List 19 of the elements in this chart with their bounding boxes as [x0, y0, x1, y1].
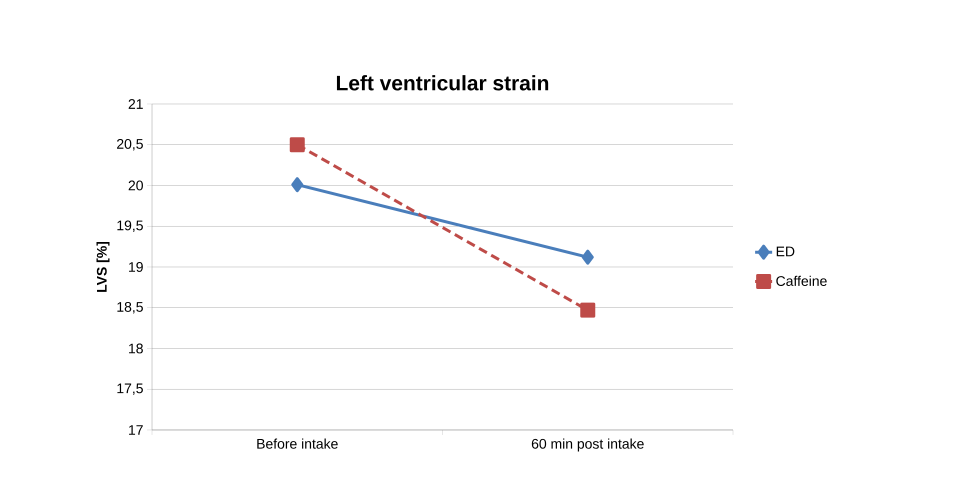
point — [580, 302, 596, 318]
x-tick-label: Before intake — [257, 438, 338, 449]
y-axis-title: LVS [%] — [96, 242, 110, 292]
y-tick-label: 18 — [129, 344, 143, 354]
y-tick-label: 19,5 — [117, 220, 143, 232]
y-tick-label: 19 — [129, 262, 143, 272]
y-tick-label: 18,5 — [117, 302, 143, 314]
legend-label: Caffeine — [776, 276, 827, 286]
point — [290, 137, 305, 152]
y-tick-label: 20 — [128, 180, 143, 190]
x-tick-label: 60 min post intake — [532, 438, 644, 452]
y-tick-label: 20,5 — [117, 138, 143, 150]
chart-title: Left ventricular strain — [336, 75, 548, 90]
y-tick-label: 21 — [128, 99, 143, 109]
point — [291, 177, 304, 192]
y-tick-label: 17,5 — [117, 384, 143, 395]
legend-label: ED — [776, 246, 794, 256]
point — [582, 250, 594, 265]
y-tick-label: 17 — [129, 425, 143, 435]
